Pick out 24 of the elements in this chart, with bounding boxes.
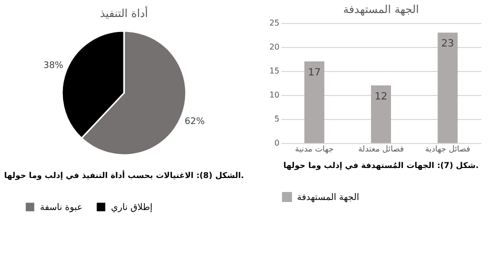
x-tick-label: جهات مدنية [295,144,334,154]
data-label: 12 [374,91,388,102]
legend-label: إطلاق ناري [111,203,153,213]
bar [304,61,324,143]
data-label: 23 [441,38,454,50]
text: الشكل (8): الاغتيالات بحسب أداة التنفيذ في إدلب وما حولها. [4,170,244,180]
x-tick-label: فصائل جهادية [425,144,470,154]
y-tick-label: 15 [269,66,280,76]
y-tick-label: 20 [269,42,280,52]
text: شكل (7): الجهات المُستهدفة في إدلب وما حولها. [283,161,479,170]
x-tick-label: فصائل معتدلة [358,144,404,154]
chart-title: الجهة المستهدفة [343,3,419,16]
bar [371,85,391,143]
data-label: 17 [308,67,321,78]
bar [438,32,458,143]
legend-label: الجهة المستهدفة [297,193,360,203]
legend-label: عبوة ناسفة [40,203,82,213]
chart-title: أداة التنفيذ [100,6,148,20]
y-tick-label: 5 [274,114,280,124]
y-tick-label: 0 [274,138,280,148]
data-label: 38% [43,61,64,72]
y-tick-label: 25 [269,18,280,28]
y-tick-label: 10 [269,90,280,100]
data-label: 62% [184,116,206,127]
